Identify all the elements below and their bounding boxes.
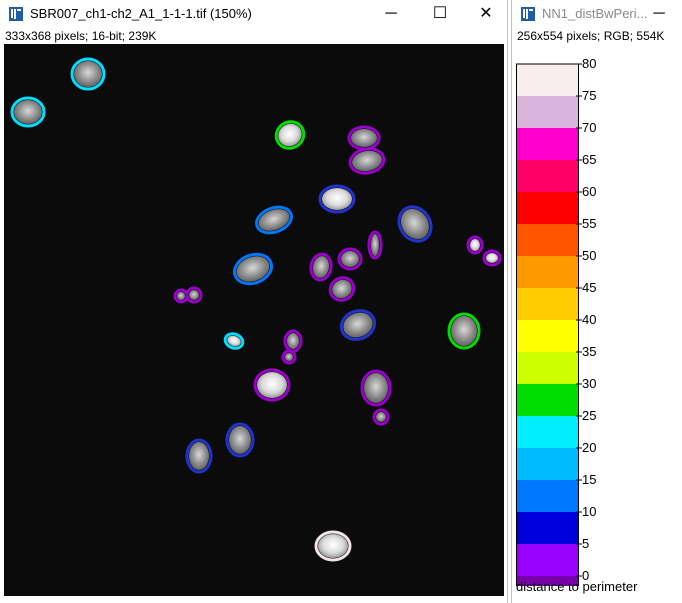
image-info: 256x554 pixels; RGB; 554K — [517, 29, 665, 43]
colorbar-tick-label: 55 — [582, 216, 596, 231]
nucleus-outline — [225, 422, 255, 458]
nucleus-outline — [360, 369, 392, 407]
nucleus-outline — [233, 252, 273, 286]
colorbar-tick-label: 70 — [582, 120, 596, 135]
nucleus-outline — [482, 249, 502, 267]
nucleus-outline — [314, 530, 352, 562]
colorbar-band — [516, 224, 578, 256]
nucleus-outline — [328, 276, 356, 302]
colorbar-tick-label: 20 — [582, 440, 596, 455]
colorbar-tick-label: 30 — [582, 376, 596, 391]
colorbar-band — [516, 544, 578, 576]
colorbar-window[interactable]: NN1_distBwPeri... ─ 256x554 pixels; RGB;… — [511, 0, 682, 603]
nucleus-outline — [255, 205, 293, 235]
colorbar-band — [516, 480, 578, 512]
colorbar-caption: distance to perimeter — [516, 579, 638, 594]
image-info: 333x368 pixels; 16-bit; 239K — [5, 29, 157, 43]
nucleus-outline — [367, 230, 383, 260]
imagej-icon — [9, 7, 23, 21]
colorbar-band — [516, 512, 578, 544]
colorbar-tick-label: 25 — [582, 408, 596, 423]
colorbar-band — [516, 64, 578, 96]
nucleus-outline — [348, 147, 386, 175]
window-title: NN1_distBwPeri... — [542, 6, 648, 21]
nucleus-outline — [397, 205, 433, 243]
title-bar[interactable]: NN1_distBwPeri... ─ — [512, 0, 682, 28]
colorbar-tick-label: 5 — [582, 536, 589, 551]
image-window[interactable]: SBR007_ch1-ch2_A1_1-1-1.tif (150%) ─ ☐ ✕… — [0, 0, 508, 603]
nucleus-outline — [337, 247, 363, 271]
nucleus-outline — [318, 184, 356, 214]
nucleus-outline — [70, 57, 106, 91]
nucleus-outline — [185, 438, 213, 474]
minimize-button[interactable]: ─ — [653, 5, 665, 22]
nucleus-outline — [223, 332, 245, 350]
colorbar-band — [516, 256, 578, 288]
colorbar-band — [516, 128, 578, 160]
nucleus-outline — [466, 235, 484, 255]
colorbar-band — [516, 96, 578, 128]
nucleus-outline — [185, 286, 203, 304]
colorbar-tick-label: 10 — [582, 504, 596, 519]
colorbar-tick-label: 80 — [582, 56, 596, 71]
close-button[interactable]: ✕ — [479, 5, 493, 22]
colorbar-tick-label: 75 — [582, 88, 596, 103]
colorbar-tick-label: 50 — [582, 248, 596, 263]
colorbar-tick-label: 35 — [582, 344, 596, 359]
colorbar-tick-label: 60 — [582, 184, 596, 199]
nucleus-outline — [447, 312, 481, 350]
image-canvas[interactable] — [4, 44, 504, 596]
nucleus-outline — [283, 329, 303, 353]
colorbar-band — [516, 384, 578, 416]
nucleus-outline — [281, 349, 297, 365]
nucleus-outline — [339, 309, 377, 341]
colorbar-band — [516, 416, 578, 448]
colorbar-tick-label: 40 — [582, 312, 596, 327]
colorbar-tick-label: 0 — [582, 568, 589, 583]
nucleus-outline — [10, 96, 46, 128]
colorbar-tick-label: 45 — [582, 280, 596, 295]
maximize-button[interactable]: ☐ — [432, 5, 448, 22]
imagej-icon — [521, 7, 535, 21]
nucleus-outline — [274, 120, 306, 150]
colorbar-band — [516, 320, 578, 352]
colorbar-band — [516, 192, 578, 224]
nucleus-outline — [309, 252, 333, 282]
nucleus-outline — [347, 125, 381, 151]
colorbar-band — [516, 448, 578, 480]
title-bar[interactable]: SBR007_ch1-ch2_A1_1-1-1.tif (150%) ─ ☐ ✕ — [0, 0, 507, 28]
minimize-button[interactable]: ─ — [385, 5, 397, 22]
colorbar-tick-label: 15 — [582, 472, 596, 487]
colorbar: 80 75 70 65 60 55 50 45 40 35 30 25 20 15 10 5 0 — [516, 50, 596, 603]
nucleus-outline — [253, 368, 291, 402]
window-title: SBR007_ch1-ch2_A1_1-1-1.tif (150%) — [30, 6, 252, 21]
nucleus-outline — [372, 408, 390, 426]
colorbar-tick-label: 65 — [582, 152, 596, 167]
colorbar-band — [516, 160, 578, 192]
colorbar-band — [516, 288, 578, 320]
colorbar-band — [516, 352, 578, 384]
